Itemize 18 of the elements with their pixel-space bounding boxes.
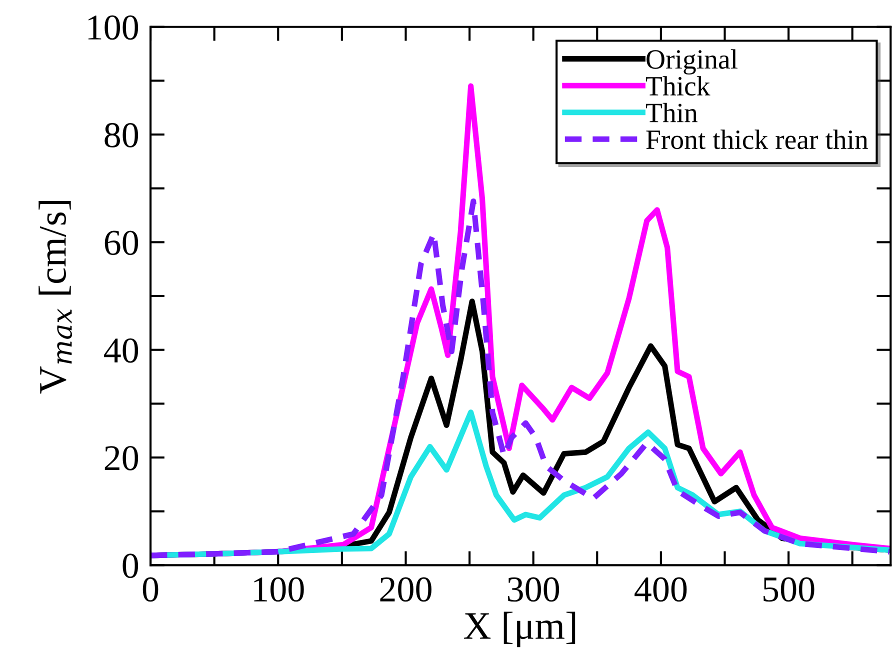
- legend-label: Front thick rear thin: [646, 130, 868, 150]
- y-tick-label: 40: [104, 338, 138, 363]
- y-tick-label: 100: [88, 15, 138, 40]
- legend-label: Original: [646, 49, 738, 75]
- y-tick-label: 0: [122, 554, 138, 578]
- legend-label: Thick: [646, 76, 710, 96]
- y-axis-title: V$_{max}$ [cm/s]: [38, 200, 72, 394]
- x-tick-label: 0: [142, 577, 158, 602]
- y-tick-label: 60: [104, 230, 138, 256]
- x-axis-title: X [μm]: [464, 612, 576, 648]
- x-tick-label: 300: [508, 577, 560, 602]
- x-tick-label: 100: [254, 577, 304, 602]
- x-tick-label: 200: [380, 577, 432, 602]
- y-tick-label: 80: [104, 123, 138, 148]
- x-tick-label: 500: [764, 577, 814, 602]
- legend-label: Thin: [646, 102, 698, 122]
- x-tick-label: 400: [634, 577, 687, 602]
- y-tick-label: 20: [104, 446, 138, 470]
